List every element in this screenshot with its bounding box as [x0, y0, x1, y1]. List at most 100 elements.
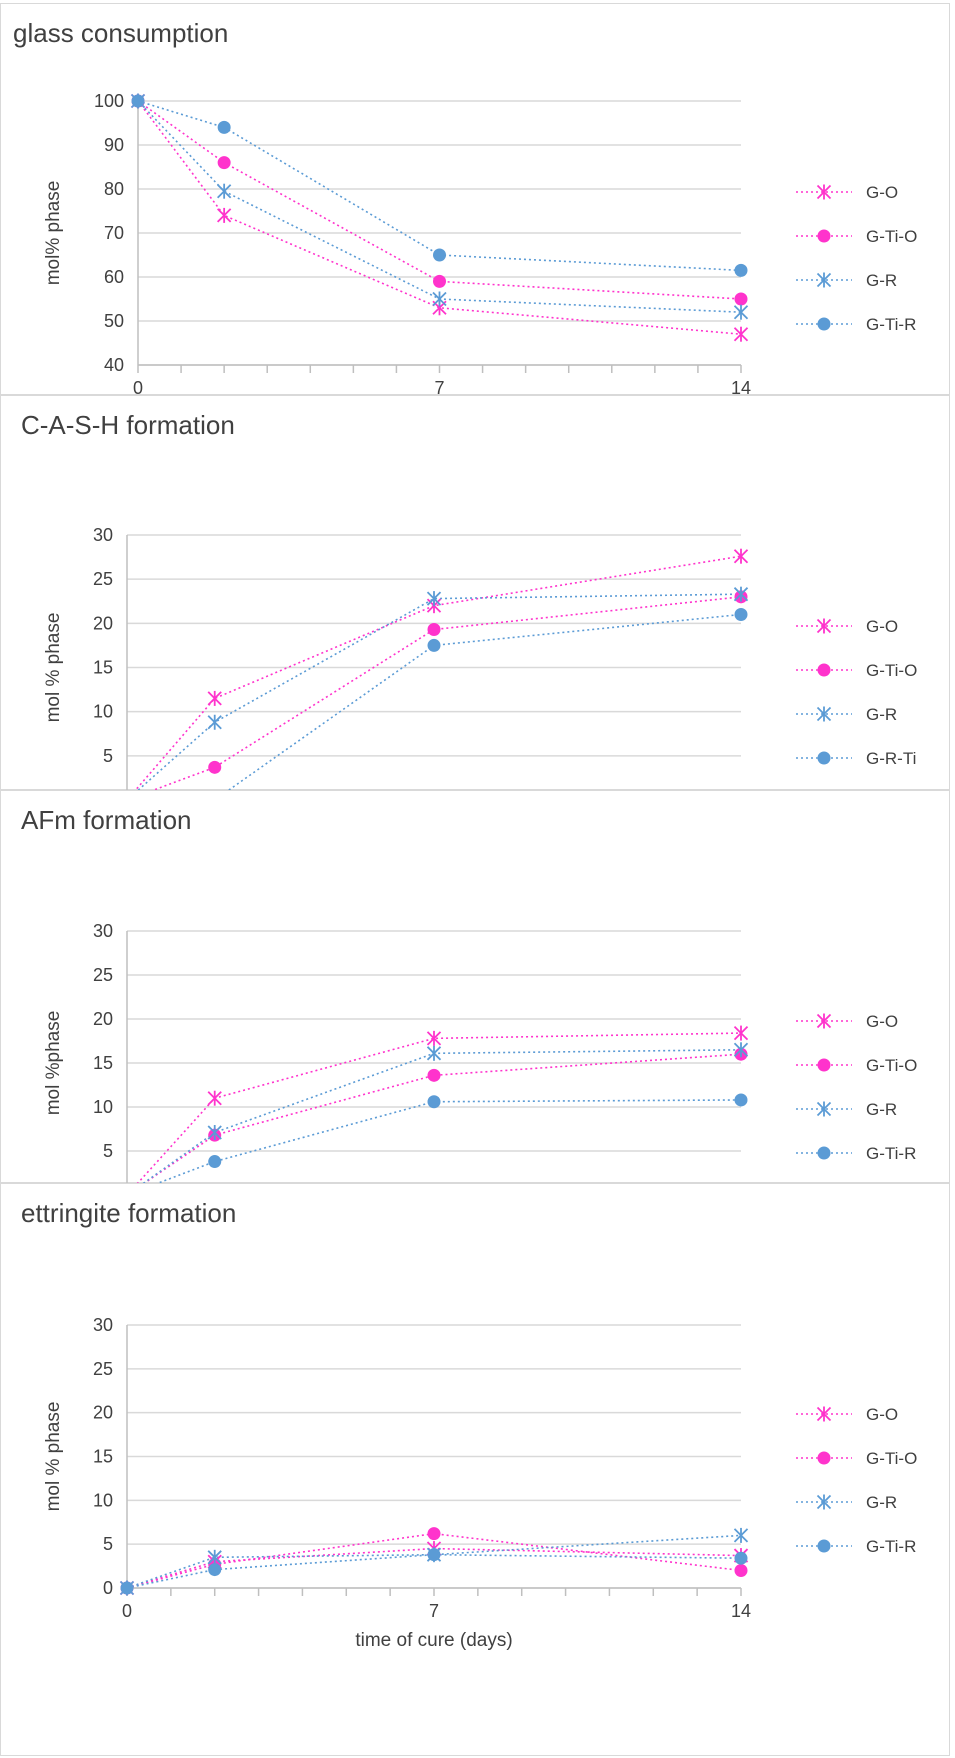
- chart-title: C-A-S-H formation: [21, 410, 235, 440]
- y-axis-label: mol % phase: [43, 1402, 64, 1512]
- y-tick-label: 90: [104, 135, 124, 155]
- y-tick-label: 80: [104, 179, 124, 199]
- legend-label: G-R: [866, 271, 897, 290]
- legend-marker: [817, 317, 831, 331]
- y-axis-label: mol % phase: [43, 613, 64, 723]
- y-tick-label: 20: [93, 1403, 113, 1423]
- series-line: [153, 1099, 742, 1184]
- legend-marker: [817, 229, 831, 243]
- legend-marker: [817, 1146, 831, 1160]
- data-point: [427, 638, 441, 652]
- data-point: [733, 586, 749, 602]
- legend-marker: [816, 1406, 832, 1422]
- legend-marker: [817, 751, 831, 765]
- data-point: [734, 1093, 748, 1107]
- data-point: [217, 156, 231, 170]
- legend-label: G-Ti-O: [866, 1449, 917, 1468]
- legend-label: G-Ti-R: [866, 315, 916, 334]
- x-tick-label: 0: [133, 378, 143, 396]
- data-point: [433, 274, 446, 288]
- legend-label: G-Ti-O: [866, 661, 917, 680]
- y-tick-label: 30: [93, 921, 113, 941]
- data-point: [427, 1095, 441, 1109]
- chart-panel-ettringite-formation: ettringite formation 0 5 10 15 20 25 30 0 7 14 time…: [0, 1183, 950, 1756]
- chart-ettringite-formation: ettringite formation 0 5 10 15 20 25 30 0 7 14 time…: [21, 1198, 917, 1651]
- data-point: [426, 1030, 442, 1046]
- y-tick-label: 0: [103, 1578, 113, 1598]
- legend-label: G-O: [866, 617, 898, 636]
- legend-marker: [816, 706, 832, 722]
- legend-label: G-O: [866, 183, 898, 202]
- data-point: [427, 1527, 441, 1541]
- data-point: [734, 1551, 748, 1565]
- legend-marker: [816, 618, 832, 634]
- y-tick-label: 10: [93, 702, 113, 722]
- data-point: [131, 94, 145, 108]
- y-tick-label: 30: [93, 1315, 113, 1335]
- legend-marker: [817, 1451, 831, 1465]
- data-point: [733, 1042, 749, 1058]
- legend-label: G-Ti-R: [866, 1144, 916, 1163]
- data-point: [733, 1527, 749, 1543]
- x-axis-label: time of cure (days): [355, 1630, 512, 1651]
- data-point: [733, 1025, 749, 1041]
- chart-title: glass consumption: [13, 18, 228, 48]
- data-point: [734, 263, 748, 277]
- data-point: [734, 608, 748, 621]
- data-point: [207, 1125, 222, 1141]
- y-tick-label: 5: [103, 1534, 113, 1554]
- legend-label: G-R: [866, 1100, 897, 1119]
- data-point: [207, 714, 222, 730]
- legend-item: G-Ti-R: [796, 1144, 916, 1163]
- y-axis-label: mol %phase: [43, 1011, 64, 1116]
- chart-glass-consumption: glass consumption4050607080901000714time…: [13, 18, 917, 396]
- data-point: [733, 326, 749, 342]
- y-tick-label: 100: [94, 91, 124, 111]
- data-point: [734, 292, 748, 306]
- legend-item: G-Ti-R: [796, 315, 916, 334]
- legend-label: G-R-Ti: [866, 749, 916, 768]
- series-line: [137, 100, 742, 272]
- data-point: [217, 207, 232, 223]
- y-tick-label: 25: [93, 569, 113, 589]
- legend-marker: [816, 1101, 832, 1117]
- data-point: [207, 1549, 222, 1565]
- y-tick-label: 70: [104, 223, 124, 243]
- y-tick-label: 15: [93, 658, 113, 678]
- legend-item: G-R: [796, 1493, 897, 1512]
- x-tick-label: 14: [731, 1601, 751, 1621]
- legend-item: G-R: [796, 1100, 897, 1119]
- legend-item: G-Ti-O: [796, 661, 917, 680]
- legend-item: G-O: [796, 183, 898, 202]
- y-tick-label: 10: [93, 1490, 113, 1510]
- legend-marker: [816, 272, 832, 288]
- data-point: [733, 304, 749, 320]
- chart-title: AFm formation: [21, 805, 192, 835]
- data-point: [426, 591, 442, 607]
- data-point: [208, 1155, 222, 1169]
- x-tick-label: 14: [731, 378, 751, 396]
- y-tick-label: 25: [93, 1359, 113, 1379]
- y-tick-label: 10: [93, 1097, 113, 1117]
- y-tick-label: 30: [93, 525, 113, 545]
- data-point: [432, 291, 447, 307]
- data-point: [217, 183, 232, 199]
- legend-item: G-Ti-O: [796, 1449, 917, 1468]
- legend-label: G-Ti-O: [866, 1056, 917, 1075]
- data-point: [208, 760, 222, 774]
- y-tick-label: 60: [104, 267, 124, 287]
- legend-item: G-R: [796, 271, 897, 290]
- series-line: [148, 596, 742, 791]
- series-line: [126, 1534, 742, 1589]
- legend-marker: [817, 1058, 831, 1072]
- data-point: [427, 623, 441, 637]
- legend-item: G-Ti-R: [796, 1537, 916, 1556]
- legend-label: G-O: [866, 1012, 898, 1031]
- data-point: [734, 1563, 748, 1577]
- y-tick-label: 25: [93, 965, 113, 985]
- y-tick-label: 15: [93, 1447, 113, 1467]
- series-line: [126, 1532, 742, 1589]
- data-point: [427, 1068, 441, 1082]
